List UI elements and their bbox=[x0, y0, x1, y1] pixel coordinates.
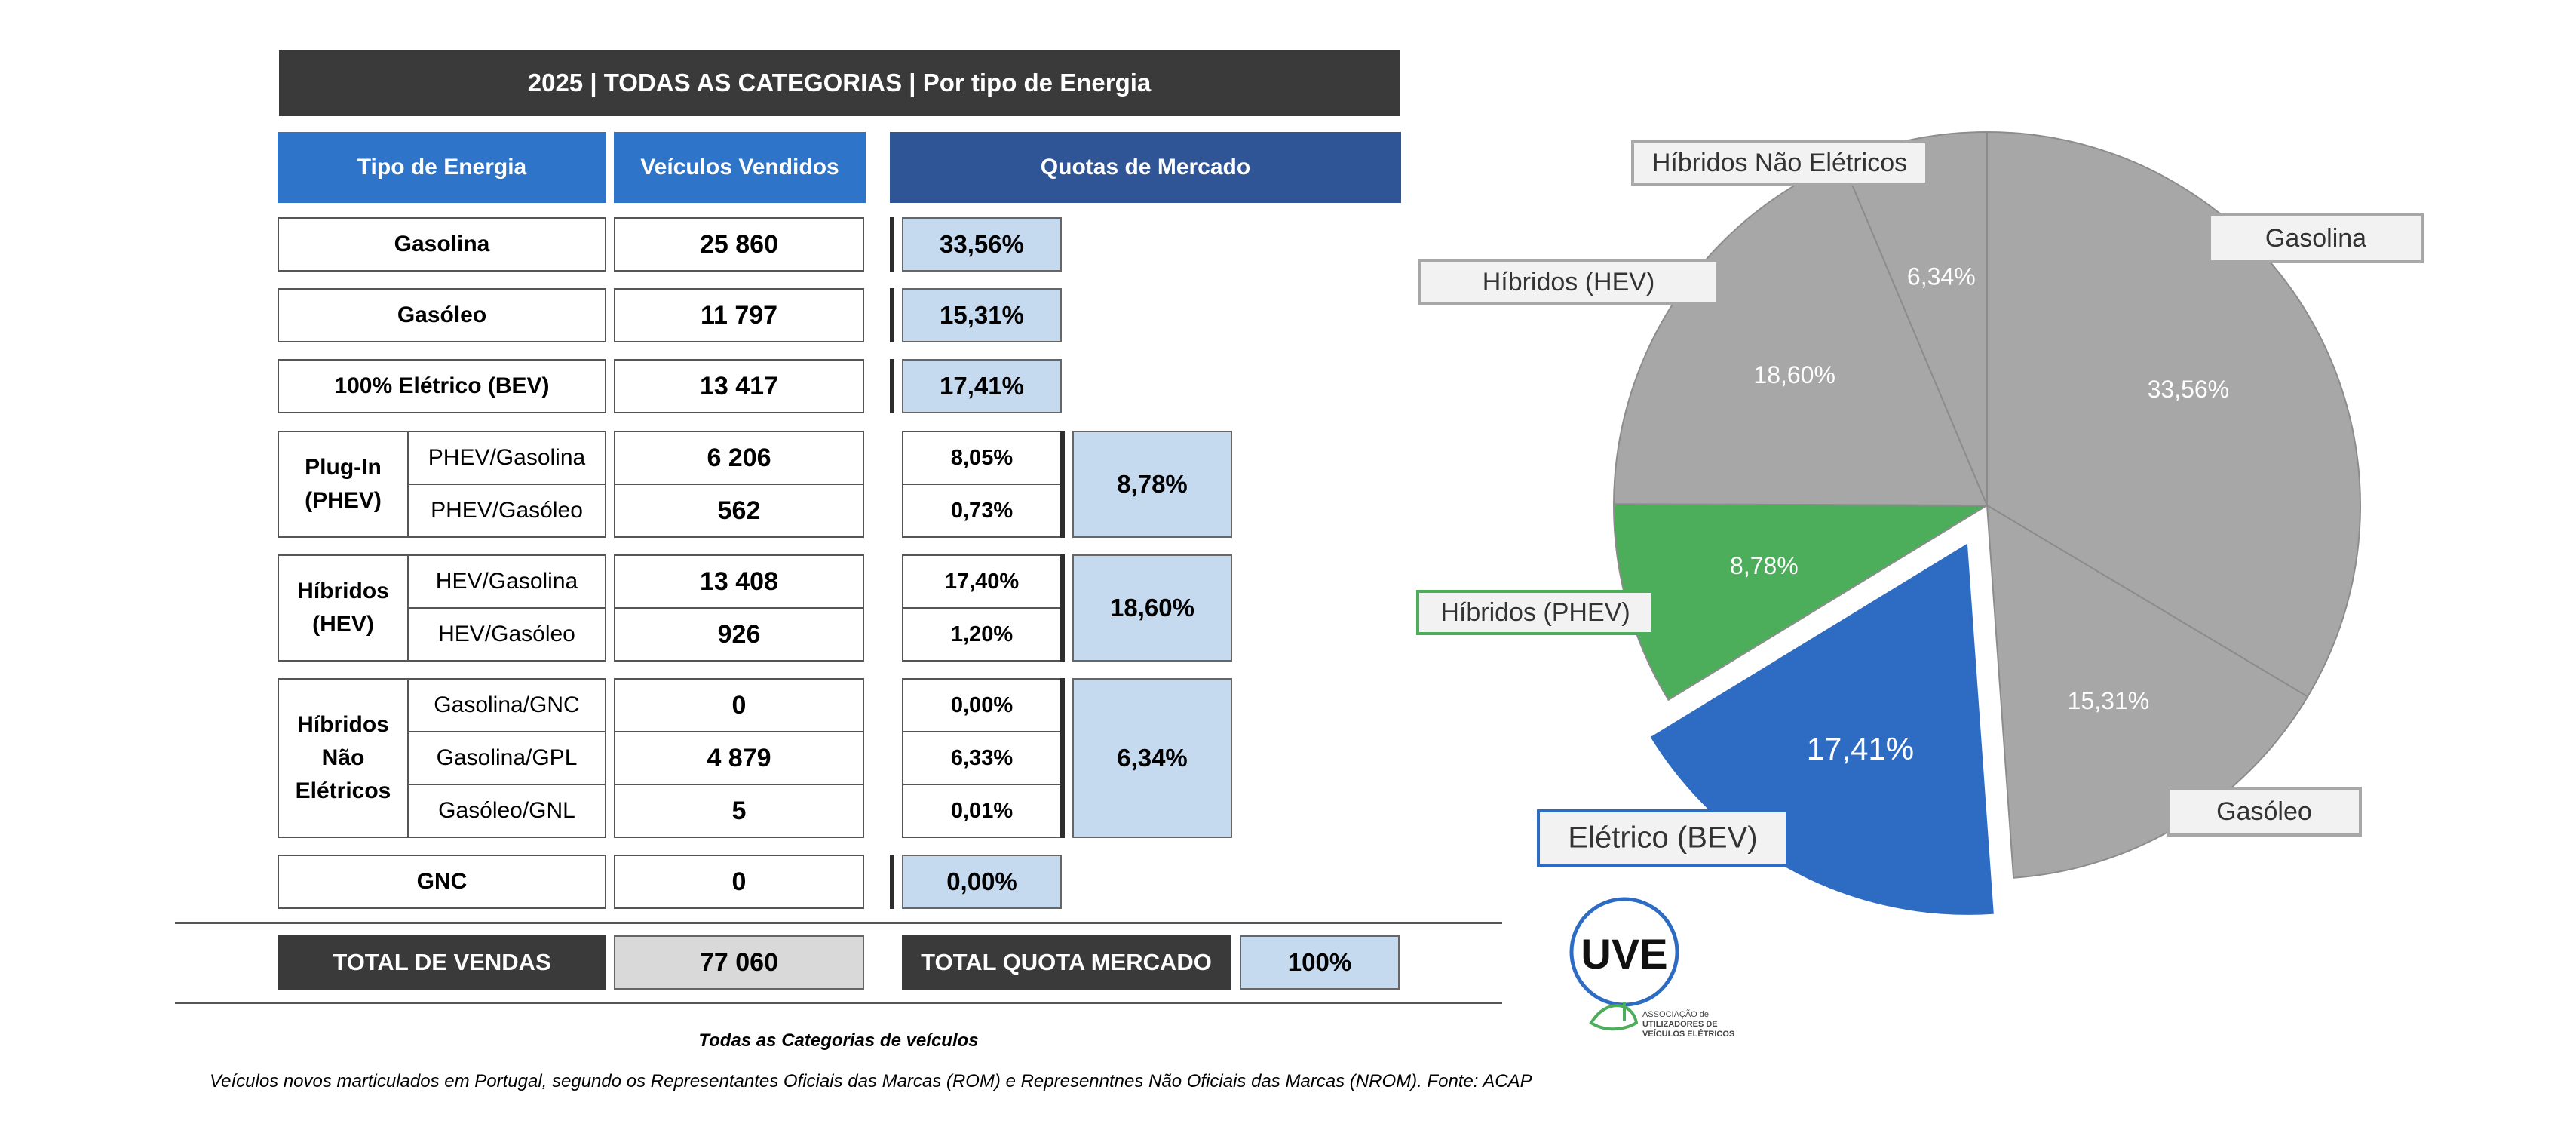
row-gasoleo-gnl-share: 0,01% bbox=[902, 784, 1062, 838]
row-gasolina-gnc-share: 0,00% bbox=[902, 678, 1062, 732]
row-hev-gasolina-share: 17,40% bbox=[902, 554, 1062, 609]
row-gasolina-share: 33,56% bbox=[902, 217, 1062, 272]
row-phev-gasolina-share: 8,05% bbox=[902, 431, 1062, 485]
logo-text-1: ASSOCIAÇÃO de bbox=[1642, 1009, 1709, 1019]
group-hne-label: Híbridos Não Elétricos bbox=[278, 678, 409, 838]
row-gasolina-gnc-label: Gasolina/GNC bbox=[407, 678, 606, 732]
divider bbox=[890, 359, 894, 413]
logo-initials: UVE bbox=[1581, 930, 1667, 978]
row-gasoleo-gnl-sold: 5 bbox=[614, 784, 864, 838]
divider bbox=[1060, 678, 1065, 838]
divider bbox=[1060, 554, 1065, 662]
row-hev-gasolina-label: HEV/Gasolina bbox=[407, 554, 606, 609]
row-phev-gasolina-sold: 6 206 bbox=[614, 431, 864, 485]
row-gasolina-label: Gasolina bbox=[278, 217, 606, 272]
row-bev-share: 17,41% bbox=[902, 359, 1062, 413]
row-bev-sold: 13 417 bbox=[614, 359, 864, 413]
pie-value-label: 33,56% bbox=[2148, 376, 2230, 403]
pie-category-label-box bbox=[2167, 787, 2362, 837]
pie-value-label: 6,34% bbox=[1907, 263, 1976, 290]
logo-text-3: VEÍCULOS ELÉTRICOS bbox=[1642, 1029, 1734, 1039]
footer-categories: Todas as Categorias de veículos bbox=[698, 1030, 979, 1051]
row-gasolina-gnc-sold: 0 bbox=[614, 678, 864, 732]
divider bbox=[1060, 431, 1065, 538]
group-phev-line1: Plug-In bbox=[305, 455, 382, 480]
pie-category-label: Gasóleo bbox=[2216, 797, 2312, 826]
pie-value-label: 8,78% bbox=[1730, 552, 1799, 579]
pie-value-label: 18,60% bbox=[1753, 361, 1835, 388]
row-gasolina-gpl-sold: 4 879 bbox=[614, 731, 864, 785]
row-hev-gasoleo-label: HEV/Gasóleo bbox=[407, 607, 606, 662]
divider bbox=[890, 855, 894, 909]
row-gasoleo-share: 15,31% bbox=[902, 288, 1062, 342]
pie-category-label: Híbridos Não Elétricos bbox=[1652, 149, 1907, 177]
group-hne-share: 6,34% bbox=[1072, 678, 1232, 838]
total-sales-label: TOTAL DE VENDAS bbox=[278, 935, 606, 990]
row-gasoleo-gnl-label: Gasóleo/GNL bbox=[407, 784, 606, 838]
pie-category-label-box bbox=[1418, 259, 1719, 305]
group-hne-line1: Híbridos bbox=[297, 712, 389, 737]
row-phev-gasoleo-label: PHEV/Gasóleo bbox=[407, 484, 606, 538]
row-phev-gasoleo-share: 0,73% bbox=[902, 484, 1062, 538]
totals-top-rule bbox=[175, 922, 1502, 924]
uve-logo: UVE ASSOCIAÇÃO de UTILIZADORES DE VEÍCUL… bbox=[1561, 896, 1742, 1055]
pie-category-label: Gasolina bbox=[2265, 224, 2366, 253]
uve-logo-graphic: UVE ASSOCIAÇÃO de UTILIZADORES DE VEÍCUL… bbox=[1569, 897, 1734, 1039]
logo-text-2: UTILIZADORES DE bbox=[1642, 1020, 1718, 1029]
pie-slice-gasolina bbox=[1986, 130, 2361, 698]
pie-category-label-box bbox=[1631, 140, 1928, 186]
group-hev-line1: Híbridos bbox=[297, 579, 389, 603]
pie-category-label: Elétrico (BEV) bbox=[1568, 821, 1757, 855]
footer-source: Veículos novos marticulados em Portugal,… bbox=[210, 1071, 1532, 1091]
total-sales-value: 77 060 bbox=[614, 935, 864, 990]
header-tipo-energia: Tipo de Energia bbox=[278, 132, 606, 203]
group-hev-line2: (HEV) bbox=[312, 612, 374, 637]
pie-category-label: Híbridos (HEV) bbox=[1483, 268, 1655, 296]
row-gasoleo-sold: 11 797 bbox=[614, 288, 864, 342]
totals-bottom-rule bbox=[175, 1002, 1502, 1004]
group-hne-line2: Não bbox=[321, 745, 365, 770]
row-gnc-share: 0,00% bbox=[902, 855, 1062, 909]
total-share-label: TOTAL QUOTA MERCADO bbox=[902, 935, 1231, 990]
row-gasoleo-label: Gasóleo bbox=[278, 288, 606, 342]
row-gnc-label: GNC bbox=[278, 855, 606, 909]
divider bbox=[890, 217, 894, 272]
table-title: 2025 | TODAS AS CATEGORIAS | Por tipo de… bbox=[279, 50, 1400, 116]
row-hev-gasoleo-sold: 926 bbox=[614, 607, 864, 662]
row-phev-gasolina-label: PHEV/Gasolina bbox=[407, 431, 606, 485]
group-phev-share: 8,78% bbox=[1072, 431, 1232, 538]
pie-value-label: 17,41% bbox=[1807, 731, 1914, 766]
row-gasolina-sold: 25 860 bbox=[614, 217, 864, 272]
pie-category-label-box bbox=[1537, 809, 1789, 867]
row-gasolina-gpl-label: Gasolina/GPL bbox=[407, 731, 606, 785]
pie-chart: 33,56% Gasolina 15,31% Gasóleo 17,41% Elétric… bbox=[1416, 130, 2424, 916]
pie-category-label: Híbridos (PHEV) bbox=[1440, 598, 1630, 627]
group-hev-label: Híbridos (HEV) bbox=[278, 554, 409, 662]
total-share-value: 100% bbox=[1240, 935, 1400, 990]
group-phev-label: Plug-In (PHEV) bbox=[278, 431, 409, 538]
row-phev-gasoleo-sold: 562 bbox=[614, 484, 864, 538]
pie-value-label: 15,31% bbox=[2068, 687, 2150, 714]
row-gasolina-gpl-share: 6,33% bbox=[902, 731, 1062, 785]
row-bev-label: 100% Elétrico (BEV) bbox=[278, 359, 606, 413]
group-hev-share: 18,60% bbox=[1072, 554, 1232, 662]
group-phev-line2: (PHEV) bbox=[305, 488, 382, 513]
row-hev-gasoleo-share: 1,20% bbox=[902, 607, 1062, 662]
divider bbox=[890, 288, 894, 342]
group-hne-line3: Elétricos bbox=[295, 778, 391, 803]
pie-category-label-box bbox=[2208, 213, 2424, 263]
row-gnc-sold: 0 bbox=[614, 855, 864, 909]
header-quotas-mercado: Quotas de Mercado bbox=[890, 132, 1401, 203]
header-veiculos-vendidos: Veículos Vendidos bbox=[614, 132, 866, 203]
pie-category-label-box bbox=[1416, 590, 1654, 635]
row-hev-gasolina-sold: 13 408 bbox=[614, 554, 864, 609]
